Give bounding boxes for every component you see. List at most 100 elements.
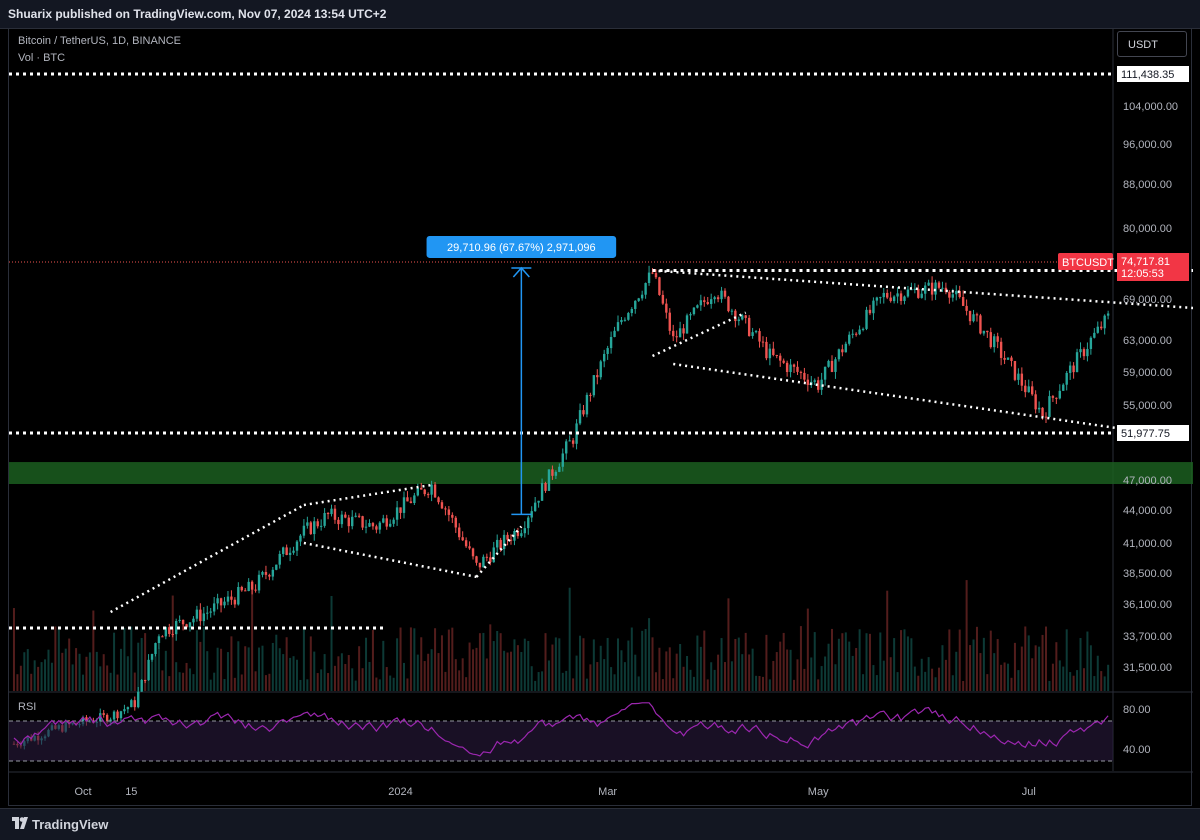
candle-body: [1048, 396, 1051, 417]
y-tick-label: 41,000.00: [1123, 538, 1172, 550]
volume-bar: [527, 640, 530, 691]
volume-bar: [233, 677, 236, 691]
candle-body: [264, 571, 268, 575]
volume-bar: [951, 675, 954, 691]
volume-bar: [275, 634, 278, 691]
trendline: [673, 362, 1150, 435]
candle-body: [123, 709, 126, 712]
candle-body: [906, 289, 910, 297]
candle-body: [254, 589, 257, 591]
volume-bar: [496, 630, 499, 691]
candle-body: [1034, 394, 1037, 410]
candle-body: [665, 303, 668, 313]
volume-bar: [299, 679, 302, 691]
candle-body: [516, 530, 520, 537]
volume-bar: [230, 636, 233, 691]
volume-bar: [637, 676, 640, 691]
volume-bar: [1096, 655, 1099, 691]
candle-body: [537, 500, 540, 503]
volume-bar: [654, 672, 657, 691]
y-tick-label: 69,000.00: [1123, 294, 1172, 306]
volume-bar: [40, 662, 43, 691]
symbol-legend[interactable]: Bitcoin / TetherUS, 1D, BINANCE: [18, 35, 182, 47]
candle-body: [126, 707, 130, 710]
y-tick-label: 63,000.00: [1123, 335, 1172, 347]
chart-frame[interactable]: 29,710.96 (67.67%) 2,971,09644,639.10 (6…: [8, 28, 1193, 807]
volume-bar: [1062, 666, 1065, 691]
candle-body: [133, 700, 136, 708]
volume-bar: [264, 675, 267, 691]
candle-body: [1086, 348, 1089, 357]
candle-body: [865, 309, 868, 329]
x-tick-label: May: [808, 786, 829, 798]
candle-body: [540, 483, 544, 501]
volume-bar: [82, 674, 84, 691]
volume-bar: [26, 649, 29, 691]
volume-bar: [931, 668, 934, 691]
rsi-legend[interactable]: RSI: [18, 701, 37, 713]
volume-bar: [706, 679, 709, 691]
trendline: [652, 269, 1193, 310]
candle-body: [154, 643, 157, 655]
candle-body: [558, 466, 561, 472]
rsi-band: [9, 721, 1113, 761]
candle-body: [1082, 349, 1086, 357]
candle-body: [796, 366, 799, 372]
candle-body: [499, 539, 502, 550]
volume-bar: [261, 645, 264, 691]
volume-bar: [113, 632, 116, 691]
volume-bar: [948, 629, 951, 691]
candle-body: [689, 314, 692, 316]
volume-bar: [620, 650, 623, 691]
candle-body: [1100, 326, 1103, 329]
candle-body: [651, 272, 654, 274]
volume-bar: [920, 658, 923, 691]
volume-bar: [337, 656, 340, 691]
candle-body: [319, 525, 323, 527]
volume-bar: [54, 626, 57, 691]
volume-bar: [1100, 671, 1103, 691]
candle-body: [682, 328, 685, 334]
candle-body: [1106, 313, 1110, 316]
candle-body: [530, 511, 533, 518]
candle-body: [658, 277, 661, 295]
volume-bar: [658, 647, 661, 691]
candle-body: [174, 621, 178, 635]
candle-body: [233, 599, 237, 605]
volume-bar: [1086, 631, 1089, 691]
volume-bar: [713, 669, 716, 691]
volume-bar: [872, 665, 875, 691]
volume-bar: [824, 656, 827, 691]
volume-bar: [865, 633, 868, 691]
candle-body: [927, 282, 930, 286]
volume-bar: [551, 644, 554, 691]
price-countdown-text: 12:05:53: [1121, 268, 1164, 280]
volume-bar: [813, 632, 816, 691]
volume-bar: [934, 677, 937, 691]
volume-bar: [844, 632, 847, 691]
candle-body: [772, 348, 775, 355]
candle-body: [903, 296, 906, 301]
currency-button[interactable]: USDT: [1117, 31, 1187, 57]
footer-brand: TradingView: [32, 817, 109, 832]
volume-legend[interactable]: Vol · BTC: [18, 52, 66, 64]
volume-bar: [423, 661, 426, 691]
volume-bar: [558, 638, 561, 691]
volume-bar: [962, 680, 965, 691]
volume-bar: [437, 653, 440, 691]
candle-body: [299, 535, 302, 542]
volume-bar: [461, 658, 464, 691]
candle-body: [340, 514, 344, 525]
candle-body: [961, 297, 965, 306]
volume-bar: [806, 608, 809, 691]
candle-body: [261, 571, 264, 575]
volume-bar: [116, 674, 119, 691]
candle-body: [627, 313, 630, 320]
volume-bar: [285, 637, 288, 691]
candle-body: [468, 546, 471, 549]
candle-body: [1024, 385, 1027, 393]
candle-body: [306, 522, 309, 526]
price-chart[interactable]: 29,710.96 (67.67%) 2,971,09644,639.10 (6…: [9, 29, 1193, 807]
candle-body: [323, 513, 326, 526]
volume-bar: [296, 659, 298, 691]
